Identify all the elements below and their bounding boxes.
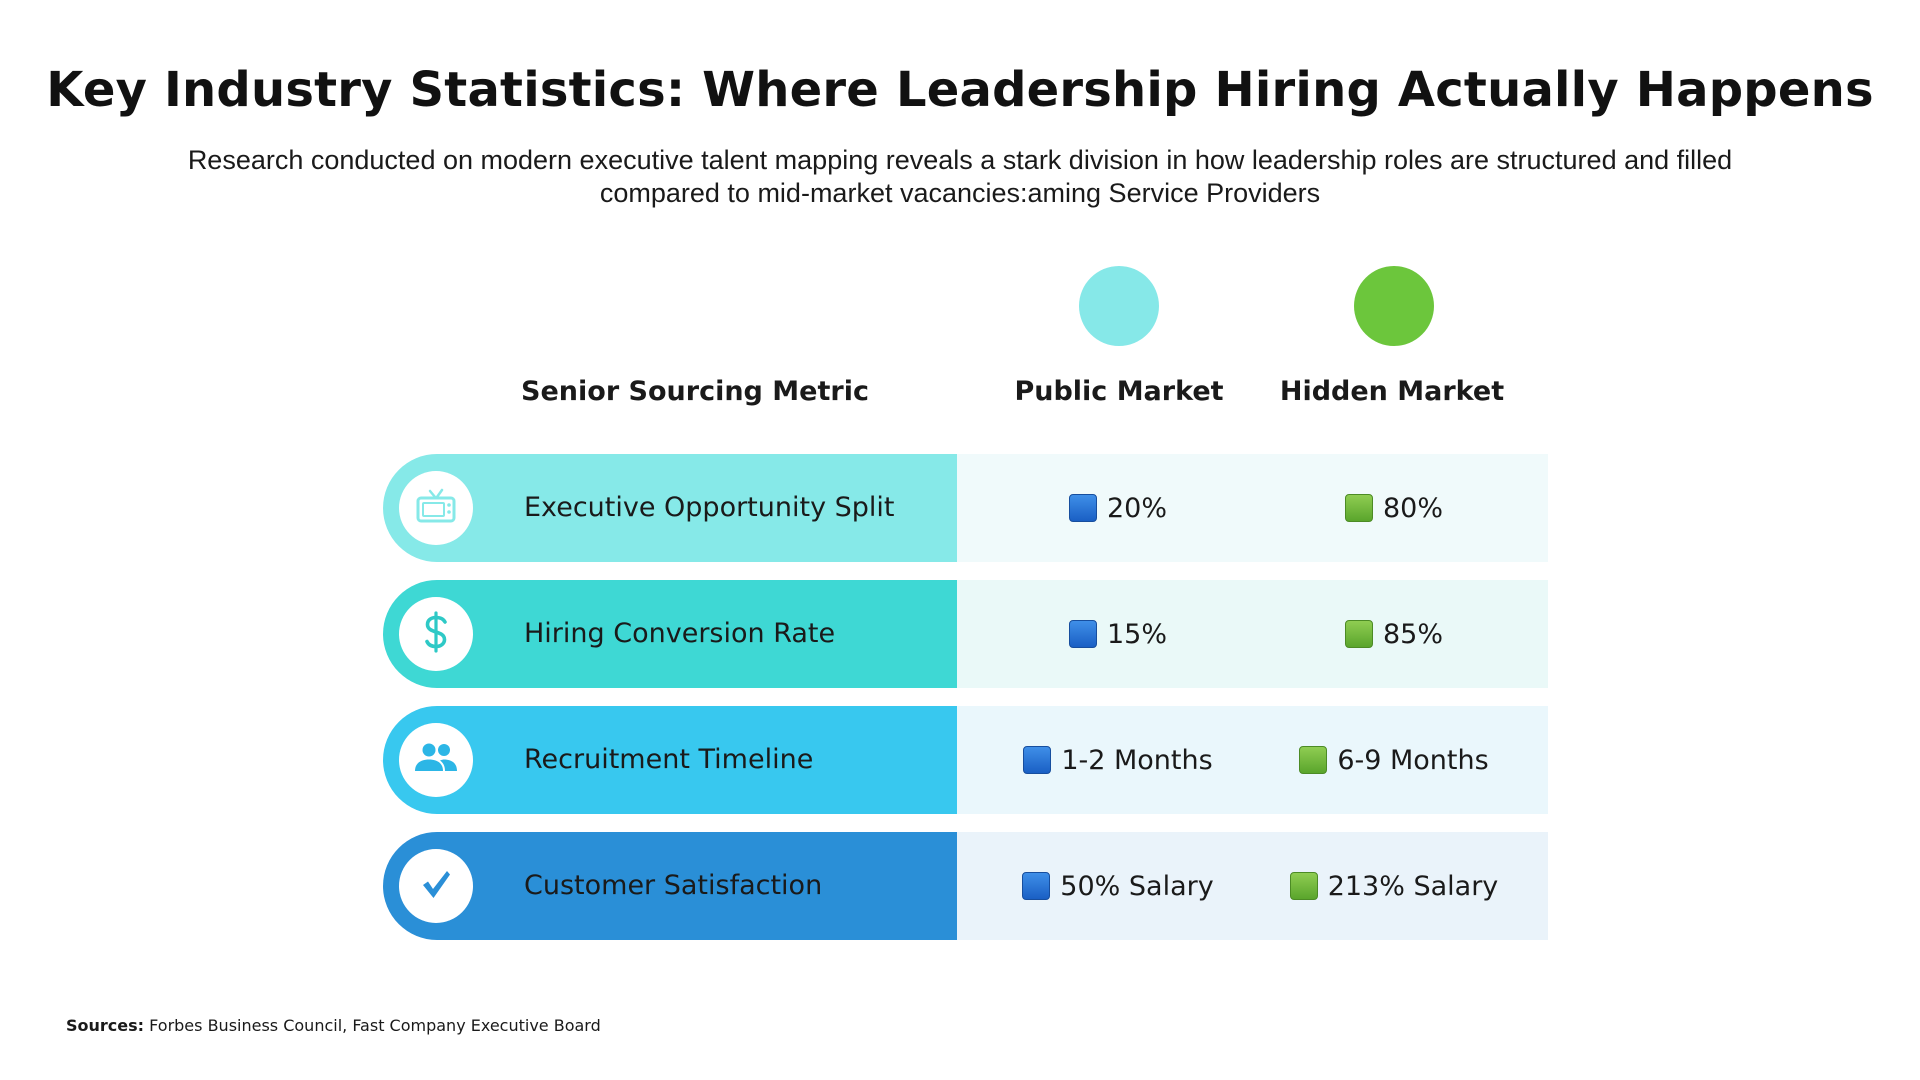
public-value-text: 1-2 Months: [1061, 744, 1213, 776]
public-value-text: 15%: [1106, 618, 1167, 650]
row-values-cell: 20% 80%: [957, 454, 1548, 562]
hidden-value-text: 6-9 Months: [1337, 744, 1489, 776]
public-market-value: 20%: [973, 454, 1263, 562]
people-icon: [413, 741, 459, 780]
icon-badge: [399, 849, 473, 923]
blue-square-icon: [1023, 746, 1052, 774]
row-values-cell: 15% 85%: [957, 580, 1548, 688]
row-metric-cell: Recruitment Timeline: [383, 706, 957, 814]
row-label: Hiring Conversion Rate: [524, 618, 836, 649]
column-header-hidden-market: Hidden Market: [1279, 376, 1505, 407]
dollar-icon: [421, 610, 451, 659]
public-market-value: 15%: [973, 580, 1263, 688]
row-metric-cell: Hiring Conversion Rate: [383, 580, 957, 688]
row-metric-cell: Customer Satisfaction: [383, 832, 957, 940]
public-value-text: 20%: [1106, 492, 1167, 524]
table-row: Customer Satisfaction 50% Salary 213% Sa…: [383, 832, 1548, 940]
sources-label: Sources:: [66, 1016, 145, 1035]
public-value-text: 50% Salary: [1060, 870, 1214, 902]
row-label: Executive Opportunity Split: [524, 492, 895, 523]
page-title: Key Industry Statistics: Where Leadershi…: [46, 62, 1874, 118]
column-header-public-market: Public Market: [1014, 376, 1224, 407]
table-row: Executive Opportunity Split 20% 80%: [383, 454, 1548, 562]
column-header-metric: Senior Sourcing Metric: [521, 376, 869, 407]
hidden-market-value: 213% Salary: [1249, 832, 1539, 940]
subtitle-line-1: Research conducted on modern executive t…: [187, 145, 1733, 175]
hidden-market-value: 85%: [1249, 580, 1539, 688]
subtitle-line-2: compared to mid-market vacancies:aming S…: [599, 178, 1321, 208]
public-market-value: 50% Salary: [973, 832, 1263, 940]
hidden-market-value: 80%: [1249, 454, 1539, 562]
row-metric-cell: Executive Opportunity Split: [383, 454, 957, 562]
tv-icon: [415, 488, 457, 529]
hidden-market-legend-dot: [1354, 266, 1434, 346]
icon-badge: [399, 471, 473, 545]
green-square-icon: [1289, 872, 1318, 900]
public-market-legend-dot: [1079, 266, 1159, 346]
hidden-market-value: 6-9 Months: [1249, 706, 1539, 814]
row-values-cell: 50% Salary 213% Salary: [957, 832, 1548, 940]
table-row: Recruitment Timeline 1-2 Months 6-9 Mont…: [383, 706, 1548, 814]
hidden-value-text: 80%: [1382, 492, 1443, 524]
blue-square-icon: [1068, 494, 1097, 522]
blue-square-icon: [1022, 872, 1051, 900]
hidden-value-text: 213% Salary: [1327, 870, 1499, 902]
sources-text: Forbes Business Council, Fast Company Ex…: [144, 1016, 601, 1035]
row-values-cell: 1-2 Months 6-9 Months: [957, 706, 1548, 814]
blue-square-icon: [1068, 620, 1097, 648]
table-row: Hiring Conversion Rate 15% 85%: [383, 580, 1548, 688]
public-market-value: 1-2 Months: [973, 706, 1263, 814]
icon-badge: [399, 597, 473, 671]
checkmark-icon: [418, 866, 454, 907]
sources-footnote: Sources: Forbes Business Council, Fast C…: [66, 1016, 601, 1035]
icon-badge: [399, 723, 473, 797]
row-label: Customer Satisfaction: [524, 870, 823, 901]
hidden-value-text: 85%: [1382, 618, 1443, 650]
green-square-icon: [1344, 620, 1373, 648]
green-square-icon: [1344, 494, 1373, 522]
page-subtitle: Research conducted on modern executive t…: [140, 144, 1780, 210]
green-square-icon: [1299, 746, 1328, 774]
row-label: Recruitment Timeline: [524, 744, 814, 775]
